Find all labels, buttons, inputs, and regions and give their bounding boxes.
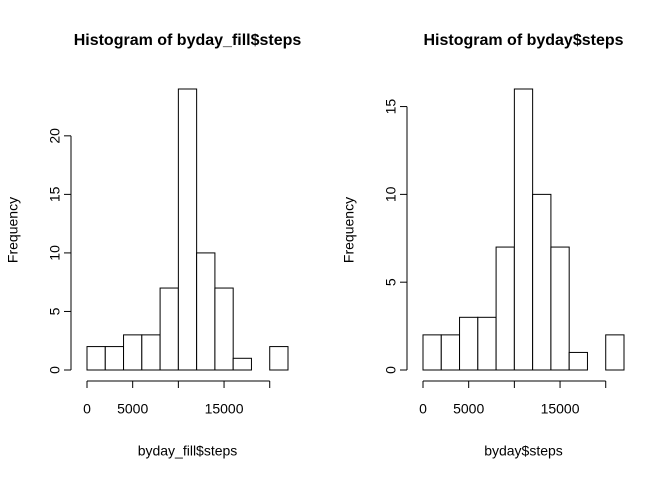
y-tick-label: 5: [47, 307, 63, 315]
bar: [550, 246, 570, 371]
bar: [159, 287, 179, 371]
y-tick-label: 0: [383, 366, 399, 374]
y-tick-label: 15: [383, 99, 399, 115]
x-tick-label: 15000: [205, 401, 244, 417]
bar: [123, 334, 143, 371]
bar: [422, 334, 442, 371]
y-tick-label: 0: [47, 366, 63, 374]
x-tick-label: 5000: [117, 401, 148, 417]
y-tick-label: 10: [47, 245, 63, 261]
x-tick-label: 0: [83, 401, 91, 417]
bar: [513, 88, 534, 371]
bar: [459, 316, 479, 371]
x-tick-label: 15000: [541, 401, 580, 417]
bar: [605, 334, 625, 371]
y-axis-label: Frequency: [5, 197, 21, 263]
bar: [568, 351, 588, 371]
chart-title: Histogram of byday$steps: [423, 32, 623, 49]
bar: [177, 88, 198, 371]
bar: [141, 334, 161, 371]
bar: [440, 334, 461, 371]
chart-title: Histogram of byday_fill$steps: [74, 32, 302, 49]
bar: [477, 316, 497, 371]
x-axis-label: byday$steps: [484, 443, 563, 459]
bar: [196, 252, 216, 371]
y-tick-label: 5: [383, 278, 399, 286]
x-tick-label: 5000: [453, 401, 484, 417]
bar: [214, 287, 234, 371]
x-axis-label: byday_fill$steps: [138, 443, 238, 459]
y-tick-label: 15: [47, 186, 63, 202]
bar: [86, 346, 106, 371]
bar: [269, 346, 289, 371]
bar: [104, 346, 125, 371]
bar: [532, 193, 552, 371]
bar: [232, 357, 252, 371]
x-tick-label: 0: [419, 401, 427, 417]
bar: [495, 246, 515, 371]
y-tick-label: 20: [47, 128, 63, 144]
y-tick-label: 10: [383, 186, 399, 202]
y-axis-label: Frequency: [341, 197, 357, 263]
